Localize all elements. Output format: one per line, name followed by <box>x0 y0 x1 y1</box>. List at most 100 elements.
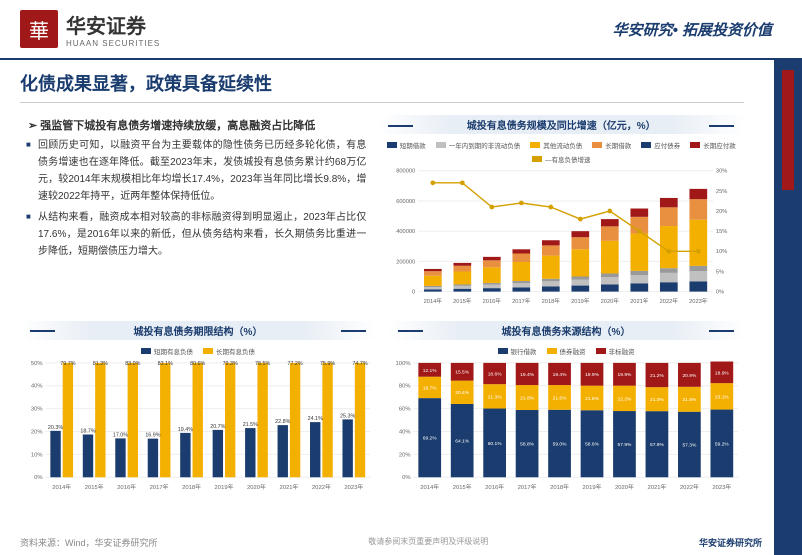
chart3-legend: 银行借款债券融资非标融资 <box>390 346 742 356</box>
chart2-svg: 0%10%20%30%40%50%20.3%79.7%2014年18.7%81.… <box>22 358 374 495</box>
svg-text:16.9%: 16.9% <box>145 432 160 438</box>
svg-text:57.9%: 57.9% <box>618 442 632 448</box>
company-name-cn: 华安证券 <box>66 10 160 39</box>
svg-text:2023年: 2023年 <box>690 297 709 305</box>
svg-text:2015年: 2015年 <box>454 297 473 305</box>
svg-text:79.7%: 79.7% <box>60 361 75 367</box>
svg-text:20.9%: 20.9% <box>682 373 696 379</box>
svg-text:59.2%: 59.2% <box>715 441 729 447</box>
svg-text:2021年: 2021年 <box>279 483 298 491</box>
svg-text:17.0%: 17.0% <box>113 432 128 438</box>
svg-text:21.2%: 21.2% <box>650 373 664 379</box>
svg-text:21.6%: 21.6% <box>553 395 567 401</box>
svg-text:30%: 30% <box>31 406 43 412</box>
svg-text:2018年: 2018年 <box>550 483 569 491</box>
svg-text:75.9%: 75.9% <box>320 361 335 367</box>
svg-text:2014年: 2014年 <box>424 297 443 305</box>
svg-text:10%: 10% <box>31 452 43 458</box>
svg-text:20%: 20% <box>716 209 727 215</box>
svg-text:20%: 20% <box>31 429 43 435</box>
svg-text:2022年: 2022年 <box>680 483 699 491</box>
chart3-svg: 0%20%40%60%80%100%69.2%18.7%12.1%2014年64… <box>390 358 742 495</box>
svg-text:0%: 0% <box>716 290 724 296</box>
svg-text:2017年: 2017年 <box>513 297 532 305</box>
svg-text:57.8%: 57.8% <box>650 442 664 448</box>
svg-text:2022年: 2022年 <box>312 483 331 491</box>
svg-text:83.0%: 83.0% <box>125 361 140 367</box>
svg-text:18.7%: 18.7% <box>80 428 95 434</box>
svg-text:77.2%: 77.2% <box>287 361 302 367</box>
svg-text:2019年: 2019年 <box>215 483 234 491</box>
svg-text:15.5%: 15.5% <box>455 369 469 375</box>
svg-text:2017年: 2017年 <box>518 483 537 491</box>
svg-text:57.3%: 57.3% <box>682 442 696 448</box>
svg-text:2023年: 2023年 <box>344 483 363 491</box>
svg-text:2018年: 2018年 <box>182 483 201 491</box>
svg-text:58.6%: 58.6% <box>585 441 599 447</box>
svg-text:15%: 15% <box>716 229 727 235</box>
svg-text:50%: 50% <box>31 361 43 367</box>
logo: 華 华安证券 HUAAN SECURITIES <box>20 10 160 48</box>
chart1-svg: 02000004000006000008000000%5%10%15%20%25… <box>380 166 742 309</box>
header: 華 华安证券 HUAAN SECURITIES 华安研究• 拓展投资价值 <box>0 0 802 60</box>
svg-text:23.1%: 23.1% <box>715 394 729 400</box>
svg-text:2020年: 2020年 <box>615 483 634 491</box>
footer-source: 资料来源：Wind，华安证券研究所 <box>20 536 158 549</box>
svg-text:64.1%: 64.1% <box>455 438 469 444</box>
svg-text:800000: 800000 <box>397 169 416 175</box>
chart2: 短期有息负债长期有息负债 0%10%20%30%40%50%20.3%79.7%… <box>20 344 376 497</box>
svg-text:2016年: 2016年 <box>483 297 502 305</box>
svg-text:19.4%: 19.4% <box>520 372 534 378</box>
svg-text:80%: 80% <box>399 383 411 389</box>
svg-text:20.3%: 20.3% <box>48 425 63 431</box>
chart1-legend: 短期借款一年内到期的非流动负债其他流动负债长期借款应付债券长期应付款—有息负债增… <box>380 140 742 164</box>
svg-text:21.5%: 21.5% <box>585 396 599 402</box>
svg-text:21.0%: 21.0% <box>650 397 664 403</box>
svg-text:21.8%: 21.8% <box>520 395 534 401</box>
svg-text:25%: 25% <box>716 189 727 195</box>
svg-text:2021年: 2021年 <box>647 483 666 491</box>
svg-text:81.3%: 81.3% <box>93 361 108 367</box>
svg-text:5%: 5% <box>716 269 724 275</box>
svg-text:22.2%: 22.2% <box>618 396 632 402</box>
svg-text:69.2%: 69.2% <box>423 435 437 441</box>
chart1-title: 城投有息债务规模及同比增速（亿元，%） <box>378 115 744 134</box>
svg-text:2023年: 2023年 <box>712 483 731 491</box>
svg-text:2014年: 2014年 <box>420 483 439 491</box>
svg-text:19.9%: 19.9% <box>618 372 632 378</box>
logo-icon: 華 <box>20 10 58 48</box>
chart3: 银行借款债券融资非标融资 0%20%40%60%80%100%69.2%18.7… <box>388 344 744 497</box>
paragraph-1: 回顾历史可知，以融资平台为主要载体的隐性债务已历经多轮化债，有息债务增速也在逐年… <box>38 137 366 205</box>
svg-text:2014年: 2014年 <box>52 483 71 491</box>
svg-text:2017年: 2017年 <box>150 483 169 491</box>
svg-text:10%: 10% <box>716 249 727 255</box>
section-subtitle: 强监管下城投有息债务增速持续放缓，高息融资占比降低 <box>28 117 366 133</box>
svg-text:20.7%: 20.7% <box>210 424 225 430</box>
header-tagline: 华安研究• 拓展投资价值 <box>613 19 772 40</box>
svg-text:12.1%: 12.1% <box>423 367 437 373</box>
svg-text:2018年: 2018年 <box>542 297 561 305</box>
company-name-en: HUAAN SECURITIES <box>66 39 160 48</box>
side-decoration-accent <box>782 70 794 190</box>
svg-text:2019年: 2019年 <box>583 483 602 491</box>
svg-text:80.6%: 80.6% <box>190 361 205 367</box>
svg-text:25.3%: 25.3% <box>340 413 355 419</box>
svg-text:2019年: 2019年 <box>572 297 591 305</box>
page-title: 化债成果显著，政策具备延续性 <box>20 70 744 103</box>
svg-text:18.9%: 18.9% <box>715 370 729 376</box>
svg-text:19.4%: 19.4% <box>178 427 193 433</box>
chart3-title: 城投有息债务来源结构（%） <box>388 321 744 340</box>
svg-text:40%: 40% <box>31 383 43 389</box>
svg-text:2020年: 2020年 <box>247 483 266 491</box>
svg-text:21.5%: 21.5% <box>243 422 258 428</box>
svg-text:18.6%: 18.6% <box>488 371 502 377</box>
svg-text:58.8%: 58.8% <box>520 441 534 447</box>
svg-text:79.3%: 79.3% <box>223 361 238 367</box>
svg-text:400000: 400000 <box>397 229 416 235</box>
svg-text:2020年: 2020年 <box>601 297 620 305</box>
footer-right: 华安证券研究所 <box>699 536 762 549</box>
svg-text:19.4%: 19.4% <box>553 372 567 378</box>
svg-text:2016年: 2016年 <box>117 483 136 491</box>
footer-disclaimer: 敬请参阅末页重要声明及评级说明 <box>158 536 699 549</box>
svg-text:40%: 40% <box>399 429 411 435</box>
